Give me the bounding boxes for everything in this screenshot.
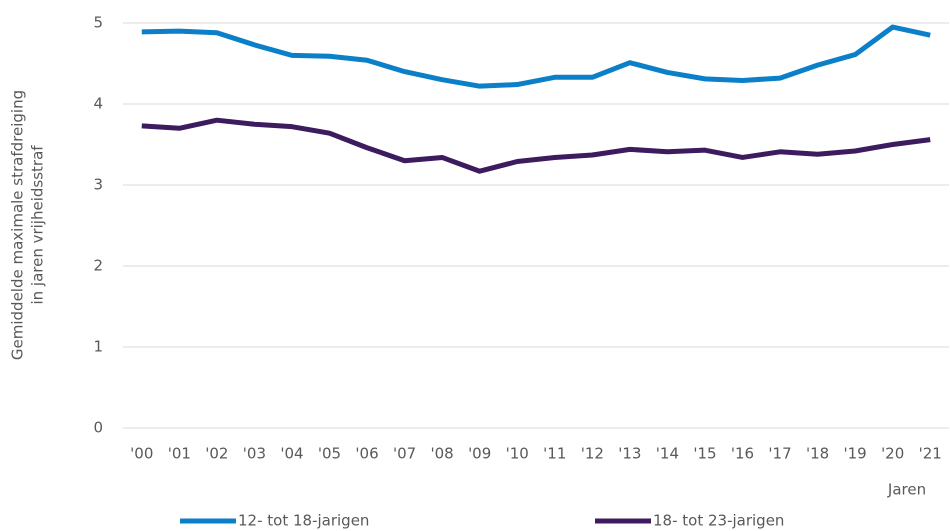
x-tick-label: '00 — [130, 445, 153, 463]
y-tick-label: 5 — [93, 14, 103, 32]
series-line — [141, 24, 931, 89]
y-tick-label: 0 — [93, 419, 103, 437]
legend-label: 18- tot 23-jarigen — [653, 512, 784, 530]
y-tick-label: 4 — [93, 95, 103, 113]
x-axis-title: Jaren — [887, 481, 926, 499]
x-tick-label: '01 — [168, 445, 191, 463]
series-line — [141, 117, 931, 174]
y-axis-title-line: Gemiddelde maximale strafdreiging — [9, 90, 27, 360]
x-tick-label: '21 — [919, 445, 942, 463]
legend-label: 12- tot 18-jarigen — [238, 512, 369, 530]
y-tick-label: 2 — [93, 257, 103, 275]
x-tick-label: '06 — [355, 445, 378, 463]
x-tick-label: '04 — [280, 445, 303, 463]
x-tick-label: '17 — [768, 445, 791, 463]
x-tick-label: '16 — [731, 445, 754, 463]
y-tick-label: 1 — [93, 338, 103, 356]
x-tick-label: '19 — [844, 445, 867, 463]
y-axis-title-line: in jaren vrijheidsstraf — [29, 145, 47, 305]
x-tick-label: '13 — [618, 445, 641, 463]
y-tick-label: 3 — [93, 176, 103, 194]
x-tick-label: '15 — [693, 445, 716, 463]
x-tick-label: '09 — [468, 445, 491, 463]
x-tick-label: '20 — [881, 445, 904, 463]
x-tick-label: '02 — [205, 445, 228, 463]
x-tick-label: '10 — [506, 445, 529, 463]
x-tick-label: '08 — [431, 445, 454, 463]
x-tick-label: '07 — [393, 445, 416, 463]
x-tick-label: '14 — [656, 445, 679, 463]
x-tick-label: '11 — [543, 445, 566, 463]
y-axis-title: Gemiddelde maximale strafdreiging in jar… — [9, 90, 47, 360]
x-tick-label: '03 — [243, 445, 266, 463]
x-tick-label: '18 — [806, 445, 829, 463]
x-tick-label: '12 — [581, 445, 604, 463]
x-tick-label: '05 — [318, 445, 341, 463]
